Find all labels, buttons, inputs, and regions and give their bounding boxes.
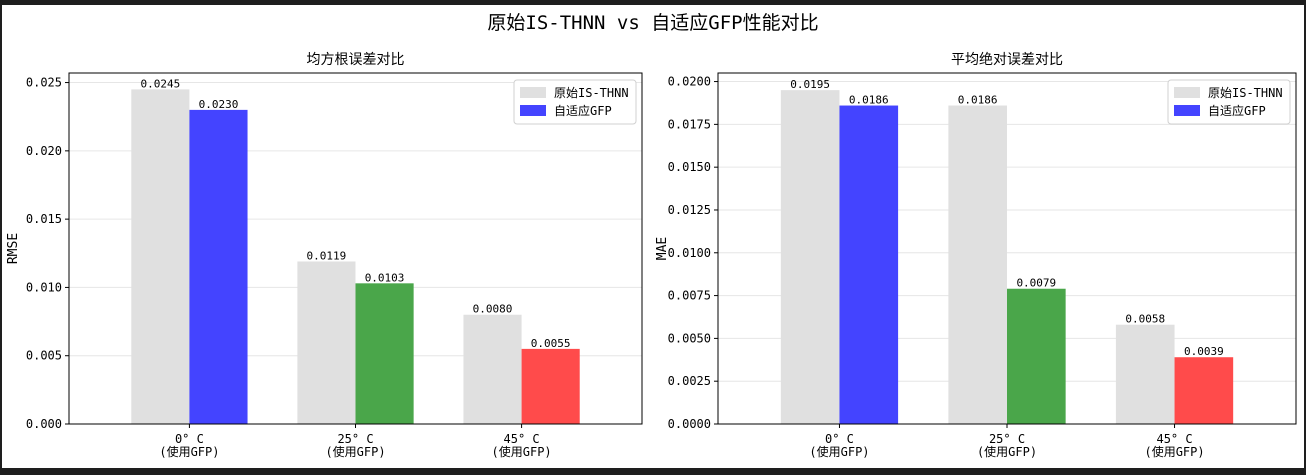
x-tick-label: (使用GFP): [325, 444, 385, 459]
y-tick-label: 0.0000: [668, 417, 711, 431]
bar-adaptive: [1174, 357, 1234, 424]
figure-title: 原始IS-THNN vs 自适应GFP性能对比: [487, 12, 818, 34]
figure-canvas: 原始IS-THNN vs 自适应GFP性能对比 均方根误差对比 RMSE 0.000…: [2, 5, 1304, 468]
bar-value-label: 0.0245: [140, 77, 180, 90]
y-tick-label: 0.010: [26, 280, 62, 294]
y-tick-label: 0.0025: [668, 374, 711, 388]
legend-label: 原始IS-THNN: [1208, 86, 1283, 100]
legend-swatch: [1174, 87, 1200, 98]
y-tick-label: 0.0100: [668, 246, 711, 260]
x-tick-label: (使用GFP): [977, 444, 1037, 459]
bar-original: [1115, 324, 1175, 424]
bar-original: [780, 90, 840, 424]
bar-value-label: 0.0080: [473, 303, 513, 316]
y-tick-label: 0.000: [26, 417, 62, 431]
bar-value-label: 0.0079: [1016, 277, 1056, 290]
bar-value-label: 0.0055: [531, 337, 571, 350]
bar-original: [131, 89, 190, 425]
legend-swatch: [520, 87, 546, 98]
y-axis-label: MAE: [655, 237, 670, 260]
legend-swatch: [1174, 105, 1200, 116]
x-tick-label: 25° C: [337, 432, 373, 446]
y-tick-label: 0.0150: [668, 160, 711, 174]
y-tick-label: 0.020: [26, 144, 62, 158]
y-tick-label: 0.0200: [668, 75, 711, 89]
bar-value-label: 0.0195: [790, 78, 830, 91]
legend-label: 原始IS-THNN: [554, 86, 629, 100]
bar-adaptive: [355, 283, 414, 424]
y-axis-label: RMSE: [6, 233, 21, 264]
legend-swatch: [520, 105, 546, 116]
x-tick-label: 45° C: [504, 432, 540, 446]
chart-svg: 原始IS-THNN vs 自适应GFP性能对比 均方根误差对比 RMSE 0.000…: [6, 12, 1297, 459]
y-tick-label: 0.025: [26, 76, 62, 90]
x-tick-label: 0° C: [175, 432, 204, 446]
bar-original: [463, 314, 522, 424]
y-tick-label: 0.005: [26, 349, 62, 363]
bar-value-label: 0.0119: [307, 249, 347, 262]
bar-adaptive: [521, 348, 580, 424]
bar-adaptive: [839, 105, 899, 424]
x-tick-label: (使用GFP): [809, 444, 869, 459]
rmse-panel: 均方根误差对比 RMSE 0.000 0.005 0.010 0.015 0.020 0.02…: [6, 52, 643, 459]
panel-title: 平均绝对误差对比: [951, 52, 1063, 68]
bar-original: [297, 261, 356, 424]
bar-adaptive: [189, 109, 248, 424]
x-tick-label: 45° C: [1156, 432, 1192, 446]
y-tick-label: 0.015: [26, 212, 62, 226]
bar-value-label: 0.0186: [958, 94, 998, 107]
bar-value-label: 0.0186: [849, 94, 889, 107]
legend-label: 自适应GFP: [1208, 103, 1266, 118]
x-tick-label: 25° C: [989, 432, 1025, 446]
y-tick-label: 0.0175: [668, 117, 711, 131]
bar-value-label: 0.0058: [1125, 313, 1165, 326]
x-tick-label: (使用GFP): [1144, 444, 1204, 459]
legend-label: 自适应GFP: [554, 103, 612, 118]
bar-original: [948, 105, 1007, 424]
x-tick-label: (使用GFP): [492, 444, 552, 459]
bar-value-label: 0.0103: [365, 271, 405, 284]
mae-panel: 平均绝对误差对比 MAE 0.0000 0.0025 0.0050 0.0075 0.010…: [655, 52, 1297, 459]
panel-title: 均方根误差对比: [307, 52, 405, 68]
x-tick-label: 0° C: [825, 432, 854, 446]
x-tick-label: (使用GFP): [159, 444, 219, 459]
y-tick-label: 0.0125: [668, 203, 711, 217]
y-tick-label: 0.0050: [668, 331, 711, 345]
y-tick-label: 0.0075: [668, 289, 711, 303]
bar-value-label: 0.0230: [199, 98, 239, 111]
bar-adaptive: [1007, 288, 1066, 424]
bar-value-label: 0.0039: [1184, 345, 1224, 358]
